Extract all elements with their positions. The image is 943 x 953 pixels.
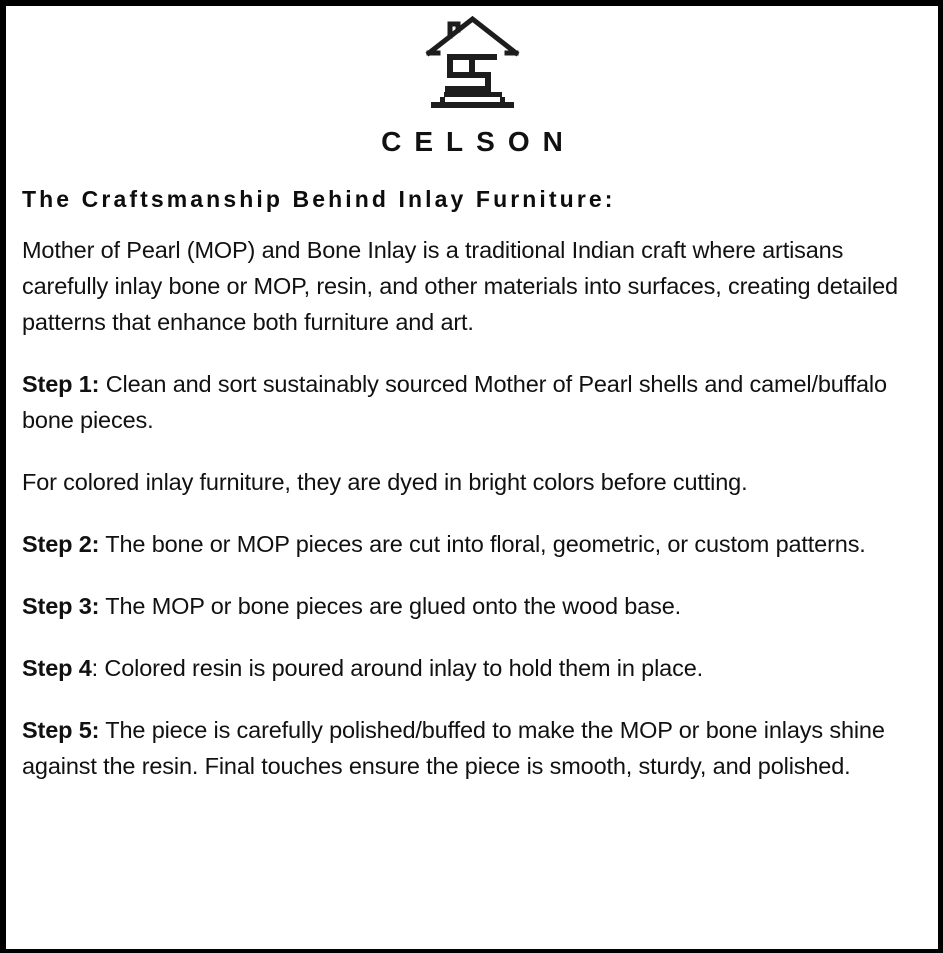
paragraph-step-4: Step 4: Colored resin is poured around i… bbox=[22, 650, 908, 686]
paragraph-step-2: Step 2: The bone or MOP pieces are cut i… bbox=[22, 526, 908, 562]
paragraph-step-3: Step 3: The MOP or bone pieces are glued… bbox=[22, 588, 908, 624]
house-with-s-monogram-logo-icon bbox=[424, 15, 520, 108]
paragraph-text: Mother of Pearl (MOP) and Bone Inlay is … bbox=[22, 236, 898, 335]
paragraph-text: Colored resin is poured around inlay to … bbox=[98, 654, 703, 681]
paragraph-text: The MOP or bone pieces are glued onto th… bbox=[99, 592, 681, 619]
paragraph-step-1: Step 1: Clean and sort sustainably sourc… bbox=[22, 366, 908, 438]
paragraph-step-5: Step 5: The piece is carefully polished/… bbox=[22, 712, 908, 784]
brand-wordmark: CELSON bbox=[381, 126, 576, 157]
paragraph-dye-note: For colored inlay furniture, they are dy… bbox=[22, 464, 908, 500]
paragraph-text: Clean and sort sustainably sourced Mothe… bbox=[22, 370, 887, 433]
paragraph-lead: Step 4 bbox=[22, 654, 92, 681]
paragraph-text: For colored inlay furniture, they are dy… bbox=[22, 468, 748, 495]
paragraph-text: The bone or MOP pieces are cut into flor… bbox=[99, 530, 866, 557]
article-body: Mother of Pearl (MOP) and Bone Inlay is … bbox=[22, 214, 908, 784]
paragraph-lead: Step 3: bbox=[22, 592, 100, 619]
brand-block: CELSON bbox=[16, 10, 928, 156]
paragraph-lead: Step 5: bbox=[22, 716, 100, 743]
paragraph-text: The piece is carefully polished/buffed t… bbox=[22, 716, 885, 779]
poster-inner: CELSON The Craftsmanship Behind Inlay Fu… bbox=[6, 6, 938, 949]
page-title: The Craftsmanship Behind Inlay Furniture… bbox=[22, 186, 616, 212]
paragraph-lead: Step 2: bbox=[22, 530, 100, 557]
paragraph-lead-tail: : bbox=[91, 654, 99, 681]
paragraph-lead: Step 1: bbox=[22, 370, 100, 397]
paragraph-intro: Mother of Pearl (MOP) and Bone Inlay is … bbox=[22, 232, 908, 340]
